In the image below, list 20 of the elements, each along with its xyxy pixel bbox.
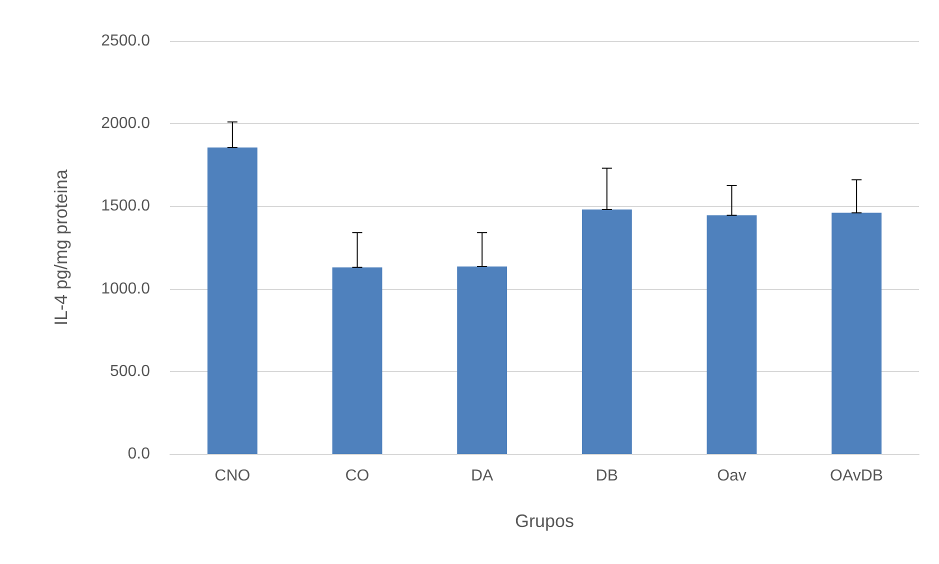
y-tick-label: 1500.0 — [101, 198, 150, 215]
x-tick-label: Oav — [717, 468, 746, 484]
y-tick-label: 0.0 — [128, 446, 150, 462]
y-tick-label: 1000.0 — [101, 280, 150, 298]
x-tick-label: DA — [470, 468, 494, 484]
x-tick-label: CNO — [214, 468, 250, 484]
x-tick-label: CO — [345, 468, 370, 484]
bar — [457, 266, 508, 454]
y-axis-title: IL-4 pg/mg proteina — [51, 168, 71, 326]
y-tick-label: 2500.0 — [101, 32, 150, 50]
x-tick-label: DB — [596, 468, 618, 484]
bar — [706, 215, 757, 454]
x-tick-label: OAvDB — [830, 468, 884, 484]
y-tick-label: 500.0 — [110, 362, 150, 380]
bar — [332, 267, 382, 454]
bar — [582, 210, 632, 454]
x-axis-title: Grupos — [514, 511, 574, 531]
bar — [832, 212, 882, 454]
y-tick-label: 2000.0 — [101, 115, 150, 132]
bar — [207, 148, 258, 454]
